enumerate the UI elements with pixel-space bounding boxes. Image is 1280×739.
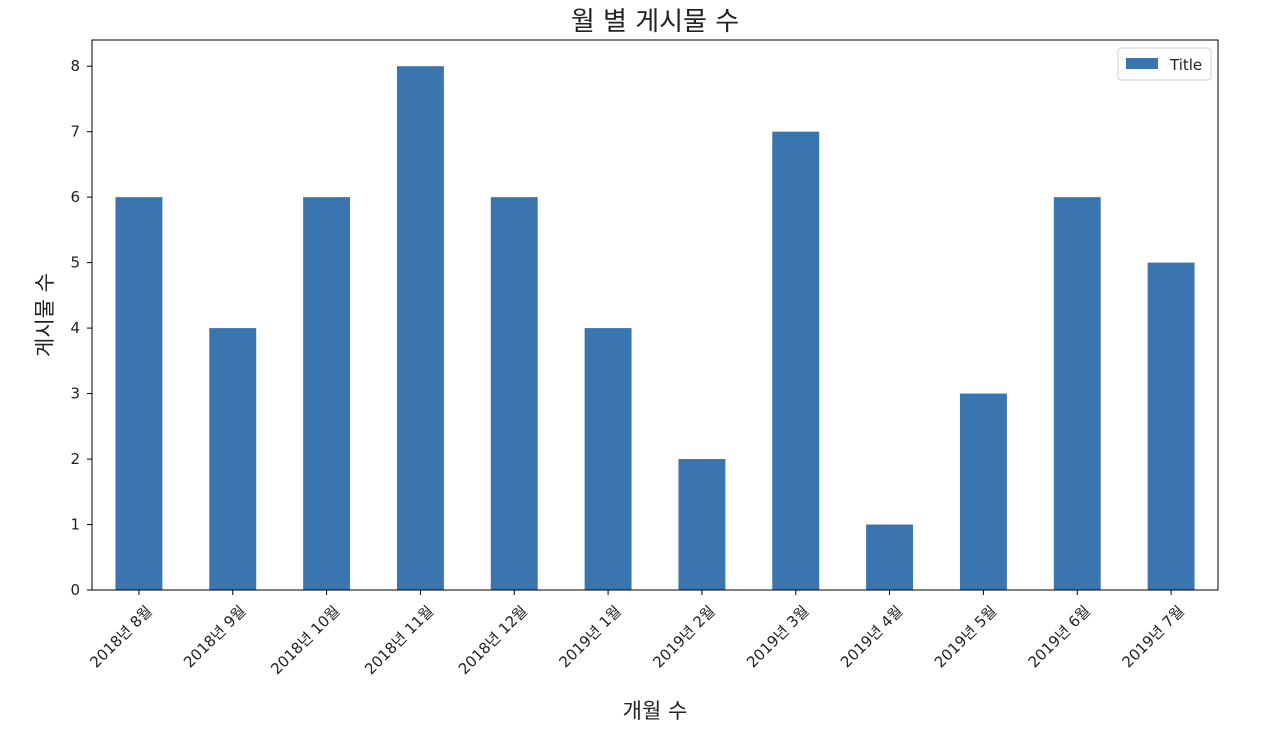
bars-group	[115, 66, 1195, 591]
x-axis-label: 개월 수	[623, 699, 688, 723]
x-tick-label: 2018년 12월	[455, 602, 531, 678]
x-tick-label: 2019년 3월	[743, 602, 812, 671]
y-tick-label: 7	[70, 123, 80, 141]
chart-title: 월 별 게시물 수	[571, 7, 739, 37]
bar	[1147, 262, 1195, 590]
bar	[209, 328, 257, 590]
x-tick-label: 2018년 11월	[361, 602, 437, 678]
x-tick-label: 2018년 10월	[267, 602, 343, 678]
x-tick-label: 2018년 8월	[86, 602, 155, 671]
bar	[772, 131, 820, 591]
y-tick-label: 8	[70, 57, 80, 75]
y-tick-label: 4	[70, 319, 80, 337]
bar	[490, 197, 538, 590]
x-tick-label: 2019년 4월	[837, 602, 906, 671]
bar	[1053, 197, 1101, 590]
bar	[303, 197, 351, 590]
x-ticks-group: 2018년 8월 2018년 9월 2018년 10월 2018년 11월 2018년 …	[86, 590, 1188, 678]
bar	[959, 393, 1007, 590]
legend-box	[1117, 47, 1212, 81]
bar	[396, 66, 444, 590]
y-tick-label: 5	[70, 254, 80, 272]
legend: Title	[1117, 47, 1212, 81]
y-tick-label: 6	[70, 188, 80, 206]
bar	[115, 197, 163, 590]
y-axis-label: 게시물 수	[33, 273, 57, 357]
plot-frame	[91, 39, 1219, 591]
x-tick-label: 2019년 1월	[555, 602, 624, 671]
y-ticks-group: 0 1 2 3 4 5 6 7 8	[70, 57, 92, 599]
x-tick-label: 2019년 6월	[1025, 602, 1094, 671]
legend-swatch	[1126, 58, 1158, 69]
bar	[584, 328, 632, 590]
y-tick-label: 3	[70, 385, 80, 403]
x-tick-label: 2018년 9월	[180, 602, 249, 671]
y-tick-label: 1	[70, 516, 80, 534]
bar	[678, 459, 726, 590]
y-tick-label: 0	[70, 581, 80, 599]
x-tick-label: 2019년 7월	[1118, 602, 1187, 671]
legend-label: Title	[1169, 56, 1202, 74]
bar	[866, 524, 914, 590]
x-tick-label: 2019년 5월	[931, 602, 1000, 671]
y-tick-label: 2	[70, 450, 80, 468]
x-tick-label: 2019년 2월	[649, 602, 718, 671]
